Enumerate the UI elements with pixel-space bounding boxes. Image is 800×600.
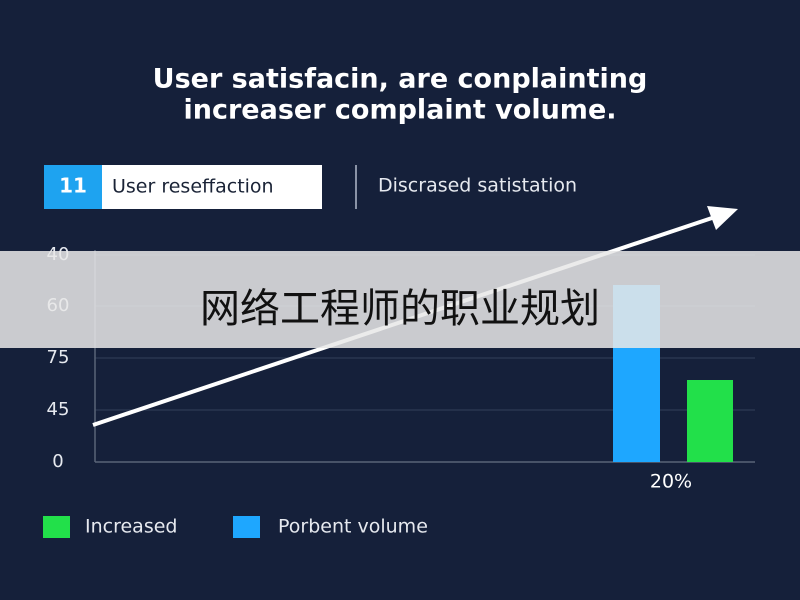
bar	[687, 380, 733, 462]
legend-label: Discrased satistation	[378, 175, 577, 197]
banner-text: 网络工程师的职业规划	[200, 286, 600, 332]
bar-label: 20%	[650, 471, 692, 493]
legend-badge	[44, 165, 102, 209]
legend-label: User reseffaction	[112, 176, 274, 198]
y-tick-label: 0	[52, 451, 63, 472]
title-line: User satisfacin, are conplainting	[153, 64, 648, 95]
legend-label: Porbent volume	[278, 516, 428, 538]
legend-box	[102, 165, 322, 209]
y-tick-label: 75	[47, 347, 70, 368]
banner	[0, 251, 800, 348]
legend-label: Increased	[85, 516, 177, 538]
legend-swatch	[233, 516, 260, 538]
legend-badge-text: 11	[59, 174, 87, 198]
title-line: increaser complaint volume.	[183, 95, 616, 126]
y-tick-label: 45	[47, 399, 70, 420]
legend-swatch	[43, 516, 70, 538]
arrow-head	[707, 206, 738, 230]
